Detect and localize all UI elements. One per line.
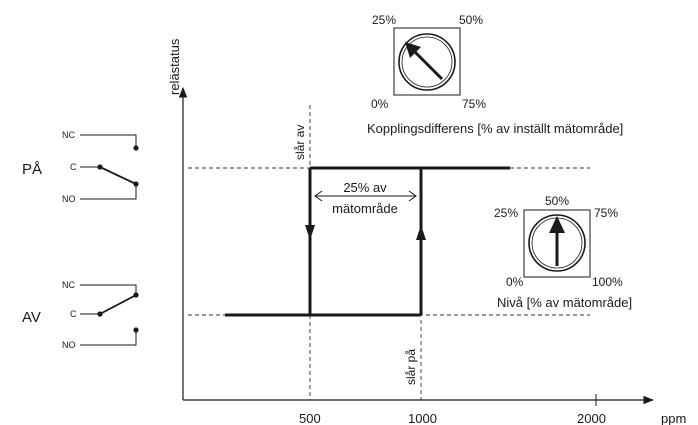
- relay-on-c-label: C: [70, 162, 77, 172]
- switch-on-label: slår på: [404, 349, 418, 385]
- y-axis-label: relästatus: [167, 38, 182, 95]
- level-dial-label-50: 50%: [545, 194, 569, 208]
- relay-on-nc-label: NC: [62, 130, 75, 140]
- span-right-arrow-icon: [408, 190, 417, 202]
- relay-off-symbol: NC C NO: [62, 280, 139, 350]
- switch-off-label: slår av: [293, 125, 307, 160]
- relay-on-no-label: NO: [62, 194, 76, 204]
- relay-on-no-wire: [80, 186, 137, 200]
- x-tick-label-500: 500: [299, 411, 321, 425]
- x-tick-label-2000: 2000: [577, 411, 606, 425]
- differential-dial-label-75: 75%: [462, 97, 486, 111]
- level-dial-label-25: 25%: [494, 206, 518, 220]
- hysteresis-label-line2: mätområde: [332, 201, 398, 216]
- up-arrow-icon: [416, 225, 426, 240]
- relay-off-blade: [99, 294, 137, 315]
- differential-dial-label-50: 50%: [459, 13, 483, 27]
- span-label-bg: [328, 180, 402, 195]
- level-dial-label-75: 75%: [594, 206, 618, 220]
- span-left-arrow-icon: [314, 190, 323, 202]
- differential-dial-caption: Kopplingsdifferens [% av inställt mätomr…: [367, 121, 623, 136]
- relay-on-nc-wire: [80, 134, 137, 146]
- differential-dial: 25% 50% 0% 75% Kopplingsdifferens [% av …: [367, 13, 623, 136]
- level-dial: 50% 25% 75% 0% 100% Nivå [% av mätområde…: [494, 194, 632, 310]
- relay-on-nc-contact: [133, 145, 139, 151]
- level-dial-pointer-head-icon: [549, 216, 565, 233]
- hysteresis-label-line1: 25% av: [343, 180, 387, 195]
- differential-dial-pointer-head-icon: [405, 42, 421, 58]
- relay-off-no-contact: [133, 327, 139, 333]
- x-tick-label-1000: 1000: [408, 411, 437, 425]
- relay-off-no-label: NO: [62, 340, 76, 350]
- level-dial-label-100: 100%: [592, 275, 623, 289]
- relay-on-symbol: NC C NO: [62, 130, 139, 204]
- level-dial-label-0: 0%: [506, 275, 524, 289]
- state-on-label: PÅ: [22, 161, 42, 178]
- relay-off-c-label: C: [70, 309, 77, 319]
- relay-off-no-wire: [80, 332, 137, 346]
- differential-dial-ring: [401, 36, 453, 88]
- x-axis-unit: ppm: [661, 411, 686, 425]
- level-dial-caption: Nivå [% av mätområde]: [497, 295, 632, 310]
- differential-dial-pointer: [413, 50, 444, 81]
- relay-off-nc-wire: [80, 284, 137, 293]
- relay-on-no-contact: [133, 181, 139, 187]
- down-arrow-icon: [305, 225, 315, 240]
- differential-dial-label-0: 0%: [371, 97, 389, 111]
- relay-on-blade: [99, 166, 137, 185]
- differential-dial-label-25: 25%: [372, 13, 396, 27]
- state-off-label: AV: [22, 309, 41, 326]
- relay-off-nc-label: NC: [62, 280, 75, 290]
